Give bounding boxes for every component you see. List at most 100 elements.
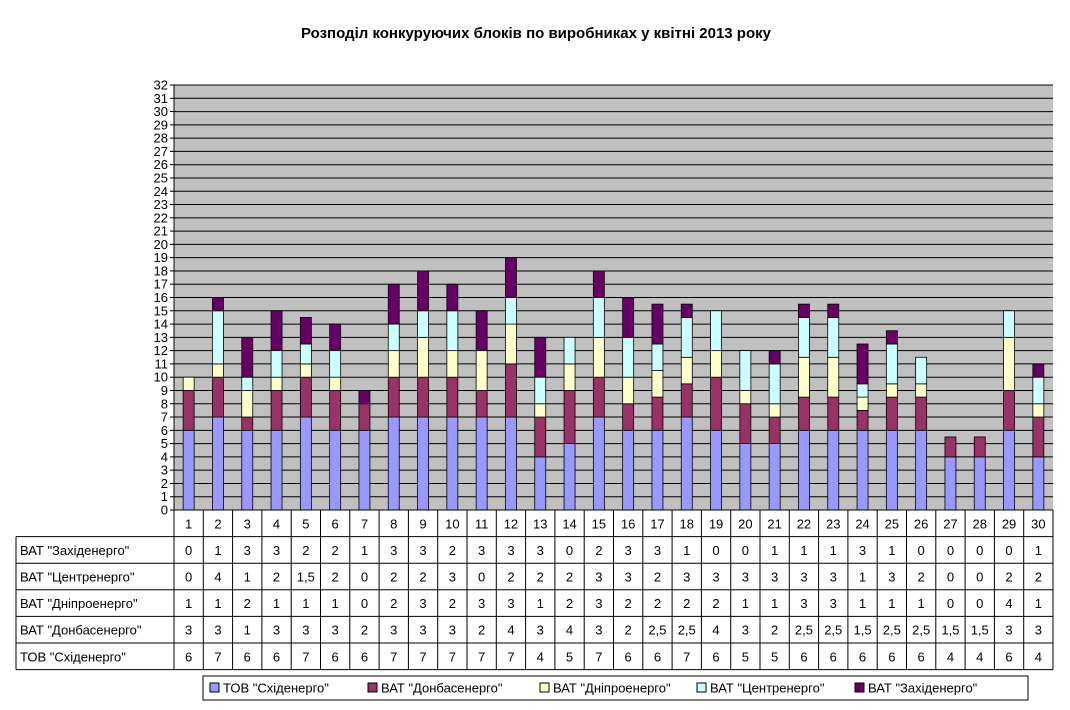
bar-segment [885,396,898,431]
bar-segment [798,429,810,511]
data-cell: 4 [537,649,544,664]
series-row-label: ТОВ "Східенерго" [20,649,126,664]
data-cell: 4 [1035,649,1042,664]
data-cell: 0 [361,596,368,611]
bar-segment [534,376,547,405]
data-cell: 6 [273,649,280,664]
data-cell: 0 [947,543,954,558]
data-cell: 0 [185,543,192,558]
bar-segment [563,336,576,365]
bar-segment [651,343,664,371]
bar-segment [182,376,195,391]
category-label: 24 [855,516,869,531]
data-cell: 3 [478,596,485,611]
data-cell: 4 [566,623,573,638]
bar-segment [710,350,722,378]
bar-segment [241,416,254,431]
y-tick-label: 23 [154,197,168,212]
data-cell: 2,5 [883,623,901,638]
data-cell: 7 [449,649,456,664]
bar-segment [1003,336,1015,391]
data-cell: 2 [771,623,778,638]
data-cell: 3 [800,570,807,585]
y-tick-label: 32 [154,78,168,93]
bar-segment [739,403,752,444]
category-label: 18 [680,516,694,531]
bar-segment [417,310,429,338]
y-tick-label: 18 [154,263,168,278]
bar-segment [299,416,312,511]
y-tick-label: 16 [154,290,168,305]
bar-segment [915,429,928,511]
y-tick-label: 30 [154,104,168,119]
category-label: 22 [797,516,811,531]
bar-segment [505,323,517,365]
data-cell: 4 [507,623,514,638]
bar-segment [387,283,400,325]
data-cell: 3 [654,543,661,558]
bar-segment [856,396,869,411]
bar-segment [622,403,635,431]
data-cell: 1 [888,596,895,611]
y-tick-label: 6 [161,423,168,438]
data-cell: 3 [507,596,514,611]
bar-segment [768,416,781,444]
bar-segment [592,270,605,298]
category-label: 21 [767,516,781,531]
data-cell: 1 [888,543,895,558]
category-label: 15 [592,516,606,531]
data-cell: 3 [507,543,514,558]
bar-segment [885,343,898,385]
bar-segment [534,336,547,378]
bar-segment [798,303,810,318]
bar-segment [212,376,224,418]
bar-segment [329,323,342,352]
data-cell: 3 [419,623,426,638]
y-tick-label: 13 [154,330,168,345]
data-cell: 1 [244,623,251,638]
bar-segment [270,390,283,431]
bar-segment [1003,310,1015,338]
category-label: 26 [914,516,928,531]
data-cell: 0 [976,596,983,611]
bar-segment [417,416,429,511]
bar-segment [446,376,459,418]
legend-label: ВАТ "Західенерго" [868,681,978,696]
bar-segment [915,383,928,398]
data-cell: 3 [419,543,426,558]
category-label: 7 [361,516,368,531]
data-cell: 3 [390,543,397,558]
series-row-label: ВАТ "Західенерго" [20,543,130,558]
bar-segment [212,416,224,511]
data-cell: 7 [419,649,426,664]
data-cell: 3 [800,596,807,611]
bar-segment [270,429,283,511]
y-tick-label: 10 [154,370,168,385]
y-tick-label: 17 [154,277,168,292]
bar-segment [241,429,254,511]
category-label: 11 [475,516,489,531]
bar-segment [212,297,224,312]
data-cell: 2,5 [678,623,696,638]
data-cell: 3 [478,543,485,558]
data-cell: 3 [595,570,602,585]
y-tick-label: 25 [154,170,168,185]
data-cell: 1 [214,543,221,558]
bar-segment [885,330,898,345]
y-tick-label: 15 [154,303,168,318]
bar-segment [739,350,752,391]
bar-segment [768,363,781,405]
bar-segment [856,343,869,385]
bar-segment [798,396,810,431]
data-cell: 2 [537,570,544,585]
bar-segment [563,443,576,511]
bar-segment [182,390,195,431]
data-cell: 3 [390,623,397,638]
bar-segment [973,456,986,511]
data-cell: 7 [683,649,690,664]
data-cell: 2 [654,570,661,585]
data-cell: 3 [625,570,632,585]
data-cell: 1 [332,596,339,611]
bar-segment [592,336,605,378]
